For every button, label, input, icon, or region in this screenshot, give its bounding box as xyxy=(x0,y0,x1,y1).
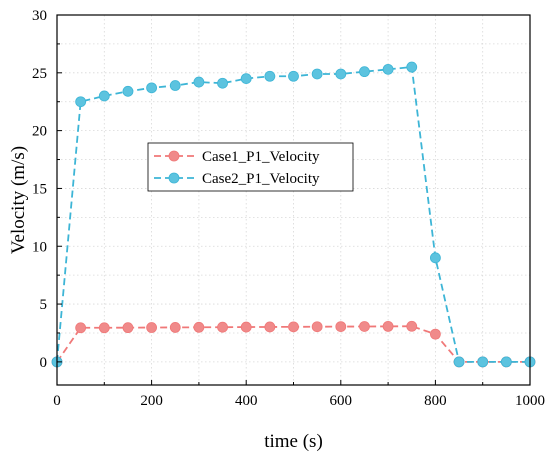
data-point xyxy=(75,96,87,108)
data-point xyxy=(382,63,394,75)
y-tick-label: 25 xyxy=(32,66,47,82)
axis-ticks: 0 200 400 600 800 1000 0 5 10 15 20 25 30 xyxy=(32,8,545,409)
data-point xyxy=(406,320,418,332)
data-point xyxy=(264,321,276,333)
data-point xyxy=(288,70,299,82)
x-tick-label: 800 xyxy=(424,393,447,409)
data-point xyxy=(169,80,181,91)
data-point xyxy=(264,70,276,82)
data-point xyxy=(359,321,370,332)
data-point xyxy=(453,356,465,368)
data-point xyxy=(429,252,441,264)
data-point xyxy=(240,73,252,84)
data-point xyxy=(382,320,394,332)
data-point xyxy=(217,321,228,333)
data-point xyxy=(240,321,252,333)
data-point xyxy=(98,322,110,334)
data-point xyxy=(335,321,347,333)
x-tick-label: 600 xyxy=(330,393,353,409)
legend: Case1_P1_Velocity Case2_P1_Velocity xyxy=(147,142,354,192)
data-point xyxy=(311,68,323,80)
legend-label: Case1_P1_Velocity xyxy=(202,149,320,165)
x-tick-label: 400 xyxy=(235,393,258,409)
data-point xyxy=(335,68,347,80)
data-point xyxy=(477,356,489,368)
data-point xyxy=(146,322,158,333)
data-point xyxy=(169,322,181,333)
data-point xyxy=(311,321,323,333)
data-point xyxy=(146,82,158,94)
data-point xyxy=(217,77,228,89)
data-point xyxy=(98,90,110,102)
data-point xyxy=(500,356,512,368)
x-axis-title: time (s) xyxy=(264,431,323,452)
y-tick-label: 15 xyxy=(32,181,47,197)
legend-label: Case2_P1_Velocity xyxy=(202,171,320,187)
x-tick-label: 0 xyxy=(53,393,61,409)
legend-swatch-marker xyxy=(168,150,180,162)
data-point xyxy=(406,61,418,73)
y-tick-label: 5 xyxy=(40,297,48,313)
y-tick-label: 20 xyxy=(32,124,47,140)
data-point xyxy=(288,321,299,333)
y-axis-title: Velocity (m/s) xyxy=(8,146,29,254)
data-point xyxy=(429,328,441,340)
x-tick-label: 200 xyxy=(140,393,163,409)
legend-box xyxy=(147,142,354,192)
data-point xyxy=(359,66,370,78)
y-tick-label: 0 xyxy=(40,355,48,371)
data-point xyxy=(75,322,87,334)
y-tick-label: 10 xyxy=(32,239,47,255)
y-tick-label: 30 xyxy=(32,8,47,24)
legend-swatch-marker xyxy=(168,172,180,184)
data-point xyxy=(122,322,134,334)
data-point xyxy=(122,85,134,97)
x-tick-label: 1000 xyxy=(515,393,545,409)
data-point xyxy=(193,76,205,88)
data-point xyxy=(193,321,205,333)
